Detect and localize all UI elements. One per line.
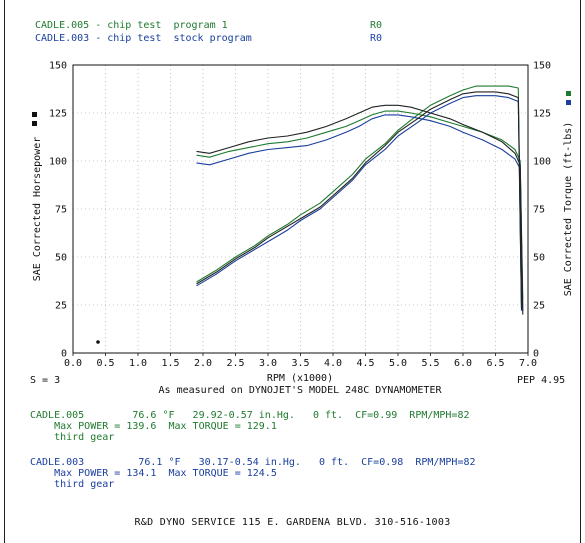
y-tick-label-left: 100	[49, 157, 67, 168]
y-tick-label-right: 100	[533, 157, 551, 168]
run1-info-line1: CADLE.005 76.6 °F 29.92-0.57 in.Hg. 0 ft…	[30, 410, 470, 421]
y-tick-label-left: 0	[61, 349, 67, 360]
x-tick-label: 7.0	[519, 358, 537, 369]
y-tick-label-left: 150	[49, 61, 67, 72]
smoothing-label: S = 3	[30, 375, 60, 386]
run2-info-line1: CADLE.003 76.1 °F 30.17-0.54 in.Hg. 0 ft…	[30, 457, 476, 468]
series-line-cadle-005-power-torque-envelope	[196, 104, 524, 315]
right-legend-mark-green	[566, 91, 571, 96]
series-group	[196, 85, 524, 315]
x-tick-label: 4.5	[356, 358, 374, 369]
y-tick-label-left: 125	[49, 109, 67, 120]
y-tick-label-right: 75	[533, 205, 545, 216]
x-tick-labels: 0.0 0.5 1.0 1.5 2.0 2.5 3.0 3.5 4.0 4.5 5.0 5.5 6.0 6…	[64, 353, 537, 369]
x-tick-label: 3.0	[259, 358, 277, 369]
left-legend-mark-1	[32, 112, 37, 117]
shop-footer: R&D DYNO SERVICE 115 E. GARDENA BLVD. 31…	[134, 517, 451, 528]
run1-info-line2: Max POWER = 139.6 Max TORQUE = 129.1	[30, 421, 277, 432]
header-run1-name: CADLE.005 - chip test program 1	[35, 20, 228, 31]
dyno-model-note: As measured on DYNOJET'S MODEL 248C DYNA…	[159, 385, 443, 396]
series-line-cadle-003-torque	[196, 114, 524, 311]
page-edge-right	[580, 0, 581, 543]
y-tick-label-right: 125	[533, 109, 551, 120]
y-tick-label-left: 25	[55, 301, 67, 312]
y-tick-label-right: 25	[533, 301, 545, 312]
y-tick-label-left: 75	[55, 205, 67, 216]
y-tick-labels-left: 0 25 50 75 100 125 150	[49, 61, 67, 360]
y-tick-labels-right: 0 25 50 75 100 125 150	[533, 61, 551, 360]
series-line-cadle-003-power	[196, 95, 523, 311]
x-tick-label: 4.0	[324, 358, 342, 369]
run2-info-line3: third gear	[30, 479, 115, 490]
x-tick-label: 6.0	[454, 358, 472, 369]
y-tick-label-right: 0	[533, 349, 539, 360]
dyno-chart: 0.0 0.5 1.0 1.5 2.0 2.5 3.0 3.5 4.0 4.5 5.0 5.5 6.0 6…	[30, 61, 574, 397]
x-tick-label: 1.0	[129, 358, 147, 369]
chart-grid	[72, 64, 529, 354]
right-legend-mark-blue	[566, 100, 571, 105]
series-line-cadle-005-power	[196, 85, 523, 306]
series-line-cadle-005-torque	[196, 110, 524, 300]
pep-label: PEP 4.95	[517, 375, 565, 386]
x-tick-label: 2.0	[194, 358, 212, 369]
header-run2-code: R0	[370, 33, 383, 44]
x-tick-label: 0.5	[96, 358, 114, 369]
y-axis-title-right: SAE Corrected Torque (ft-lbs)	[563, 122, 574, 297]
x-tick-label: 5.5	[421, 358, 439, 369]
y-axis-title-left: SAE Corrected Horsepower	[32, 137, 43, 282]
x-tick-label: 3.5	[291, 358, 309, 369]
x-tick-label: 6.5	[486, 358, 504, 369]
y-tick-label-right: 50	[533, 253, 545, 264]
x-tick-label: 0.0	[64, 358, 82, 369]
header-run1-code: R0	[370, 20, 383, 31]
left-legend-mark-2	[32, 121, 37, 126]
x-tick-label: 2.5	[226, 358, 244, 369]
page-edge-left	[4, 0, 5, 543]
x-axis-title: RPM (x1000)	[267, 373, 333, 384]
y-tick-label-left: 50	[55, 253, 67, 264]
run2-info-line2: Max POWER = 134.1 Max TORQUE = 124.5	[30, 468, 277, 479]
x-tick-label: 5.0	[389, 358, 407, 369]
x-tick-label: 1.5	[161, 358, 179, 369]
header-run2-name: CADLE.003 - chip test stock program	[35, 33, 252, 44]
origin-dot	[96, 340, 100, 344]
run1-info-line3: third gear	[30, 432, 115, 443]
y-tick-label-right: 150	[533, 61, 551, 72]
series-line-cadle-003-power-envelope	[196, 91, 523, 309]
